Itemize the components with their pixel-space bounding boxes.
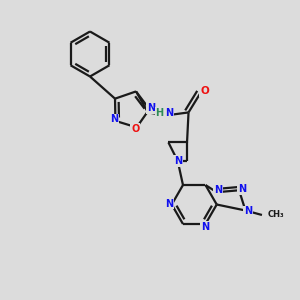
Text: N: N [214, 185, 222, 195]
Text: N: N [165, 108, 173, 118]
Text: O: O [200, 86, 209, 96]
Text: N: N [201, 222, 209, 232]
Text: O: O [131, 124, 139, 134]
Text: N: N [147, 103, 155, 113]
Text: N: N [165, 199, 173, 208]
Text: N: N [238, 184, 246, 194]
Text: N: N [110, 114, 118, 124]
Text: CH₃: CH₃ [268, 210, 285, 219]
Text: H: H [155, 108, 164, 118]
Text: N: N [174, 156, 182, 166]
Text: N: N [244, 206, 252, 216]
